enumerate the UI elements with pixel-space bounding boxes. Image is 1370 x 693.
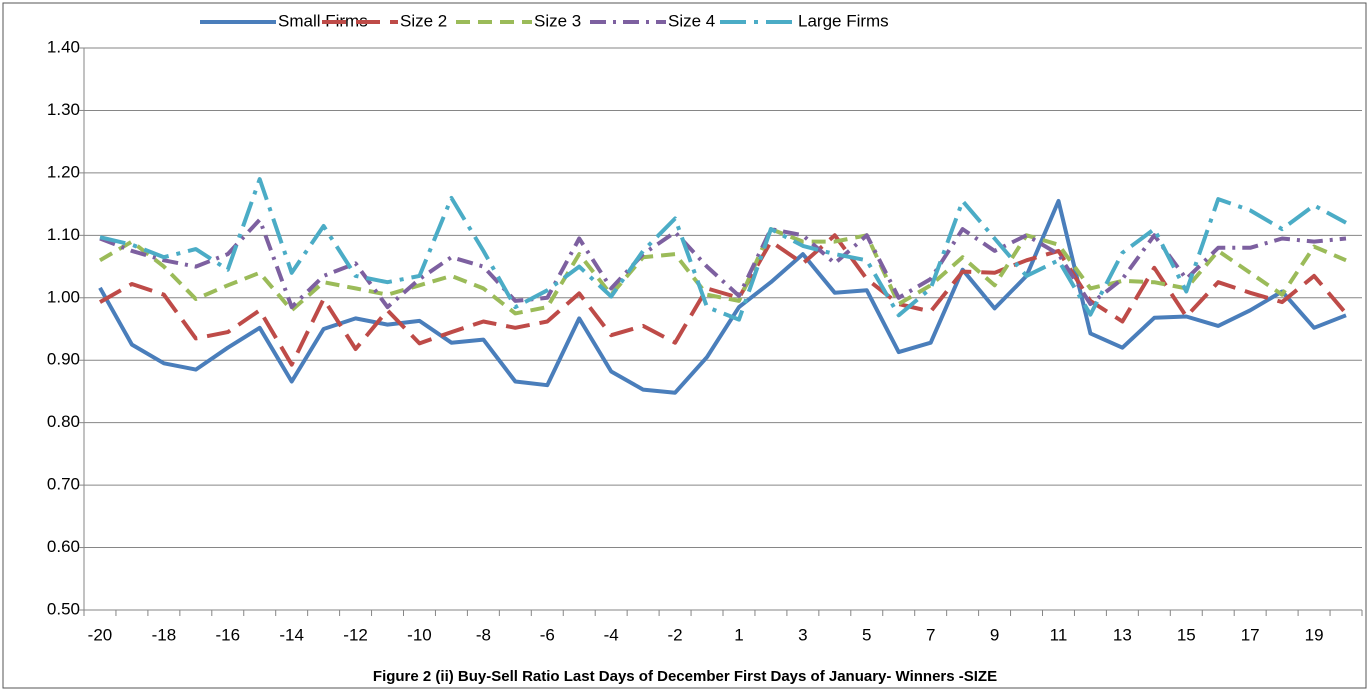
x-tick-label: -2 [668,625,683,644]
legend-label: Size 3 [534,11,581,30]
caption: Figure 2 (ii) Buy-Sell Ratio Last Days o… [373,668,997,685]
x-tick-label: 9 [990,625,999,644]
y-tick-label: 0.60 [47,537,80,556]
x-tick-label: -14 [279,625,304,644]
x-tick-label: -18 [152,625,177,644]
series-line [98,199,1347,395]
x-tick-label: 19 [1305,625,1324,644]
legend-label: Size 4 [668,11,715,30]
series-line [99,233,1348,367]
y-tick-label: 1.40 [47,37,80,56]
y-tick-label: 1.20 [47,162,80,181]
x-tick-label: -16 [215,625,240,644]
y-tick-label: 1.00 [47,287,80,306]
legend-label: Large Firms [798,11,889,30]
y-tick-label: 0.70 [47,475,80,494]
series-line [98,227,1347,316]
x-tick-label: -4 [604,625,619,644]
y-tick-label: 0.80 [47,412,80,431]
x-tick-label: 17 [1241,625,1260,644]
y-tick-label: 1.10 [47,225,80,244]
x-tick-label: 15 [1177,625,1196,644]
y-tick-label: 0.90 [47,350,80,369]
x-tick-label: -6 [540,625,555,644]
x-tick-label: -12 [343,625,368,644]
series-line [99,217,1347,310]
x-tick-label: 1 [734,625,743,644]
y-tick-label: 1.30 [47,100,80,119]
x-tick-label: 13 [1113,625,1132,644]
x-tick-label: 3 [798,625,807,644]
legend-label: Size 2 [400,11,447,30]
x-tick-label: -10 [407,625,432,644]
y-tick-label: 0.50 [47,599,80,618]
x-tick-label: 11 [1050,625,1068,644]
x-tick-label: 7 [926,625,935,644]
x-tick-label: 5 [862,625,871,644]
series-line [99,177,1347,322]
x-tick-label: -8 [476,625,491,644]
x-tick-label: -20 [88,625,113,644]
